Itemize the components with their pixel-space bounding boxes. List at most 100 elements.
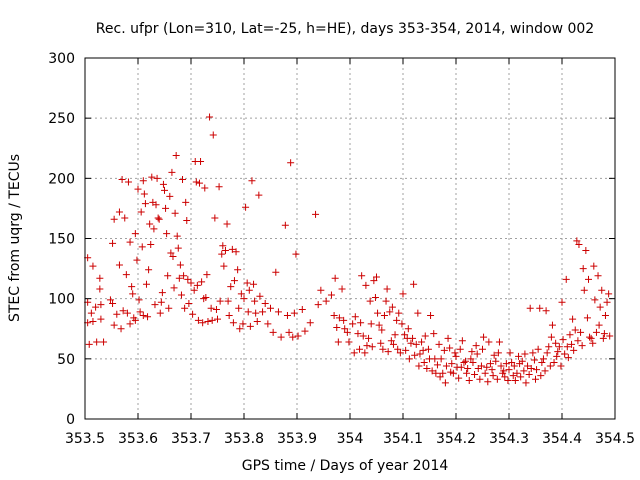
data-point <box>467 355 475 363</box>
data-point <box>216 297 224 305</box>
grid <box>85 58 615 419</box>
data-point <box>219 242 227 250</box>
data-point <box>198 278 206 286</box>
data-point <box>432 369 440 377</box>
data-point <box>419 346 427 354</box>
data-point <box>504 376 512 384</box>
data-point <box>546 362 554 370</box>
x-tick-label: 354.3 <box>489 431 529 447</box>
data-point <box>526 304 534 312</box>
data-point <box>264 320 272 328</box>
data-point <box>113 310 121 318</box>
data-point <box>187 279 195 287</box>
data-point <box>240 295 248 303</box>
data-point <box>331 274 339 282</box>
data-point <box>444 334 452 342</box>
data-point <box>407 339 415 347</box>
data-point <box>245 286 253 294</box>
data-point <box>115 208 123 216</box>
data-point <box>525 370 533 378</box>
data-point <box>146 220 154 228</box>
data-point <box>431 355 439 363</box>
data-point <box>401 331 409 339</box>
data-point <box>473 350 481 358</box>
data-point <box>600 330 608 338</box>
data-point <box>351 313 359 321</box>
data-point <box>207 304 215 312</box>
data-point <box>292 250 300 258</box>
y-tick-label: 250 <box>48 111 75 127</box>
data-point <box>272 268 280 276</box>
data-point <box>420 358 428 366</box>
data-point <box>471 370 479 378</box>
data-point <box>317 286 325 294</box>
data-point <box>463 369 471 377</box>
x-tick-label: 353.8 <box>224 431 264 447</box>
data-point <box>386 308 394 316</box>
data-point <box>457 363 465 371</box>
data-point <box>366 297 374 305</box>
data-point <box>138 243 146 251</box>
data-point <box>379 345 387 353</box>
data-point <box>418 338 426 346</box>
data-point <box>244 308 252 316</box>
data-point <box>356 345 364 353</box>
data-point <box>391 331 399 339</box>
data-point <box>493 375 501 383</box>
data-point <box>367 320 375 328</box>
data-point <box>423 364 431 372</box>
data-point <box>220 262 228 270</box>
data-point <box>494 349 502 357</box>
data-point <box>536 304 544 312</box>
data-point <box>236 325 244 333</box>
data-point <box>460 358 468 366</box>
data-point <box>335 314 343 322</box>
data-point <box>235 304 243 312</box>
data-point <box>298 305 306 313</box>
data-point <box>185 299 193 307</box>
data-point <box>433 361 441 369</box>
data-point <box>246 322 254 330</box>
data-point <box>224 297 232 305</box>
data-point <box>197 157 205 165</box>
data-point <box>404 325 412 333</box>
data-point <box>480 333 488 341</box>
data-point <box>605 290 613 298</box>
data-point <box>234 266 242 274</box>
data-point <box>277 333 285 341</box>
data-point <box>398 320 406 328</box>
data-point <box>118 176 126 184</box>
data-point <box>330 312 338 320</box>
data-point <box>362 281 370 289</box>
data-point <box>157 298 165 306</box>
data-point <box>537 372 545 380</box>
data-point <box>541 367 549 375</box>
y-tick-labels: 0 50 100 150 200 250 300 <box>48 51 75 428</box>
data-point <box>110 215 118 223</box>
data-point <box>327 291 335 299</box>
data-point <box>92 303 100 311</box>
data-point <box>566 331 574 339</box>
data-point <box>89 318 97 326</box>
data-point <box>142 280 150 288</box>
x-tick-label: 353.6 <box>118 431 158 447</box>
data-point <box>287 159 295 167</box>
data-point <box>479 345 486 353</box>
y-tick-label: 200 <box>48 171 75 187</box>
data-point <box>553 352 561 360</box>
data-point <box>502 360 510 368</box>
data-point <box>477 362 485 370</box>
data-point <box>343 328 351 336</box>
y-axis-label: STEC from uqrg / TECUs <box>7 154 23 322</box>
data-point <box>96 285 104 293</box>
data-point <box>592 328 600 336</box>
data-point <box>145 266 153 274</box>
data-point <box>388 303 396 311</box>
data-point <box>155 215 163 223</box>
data-point <box>542 307 550 315</box>
data-point <box>181 304 189 312</box>
data-point <box>123 309 131 317</box>
data-point <box>543 349 551 357</box>
axis-ticks <box>84 57 616 420</box>
data-point <box>606 332 614 340</box>
